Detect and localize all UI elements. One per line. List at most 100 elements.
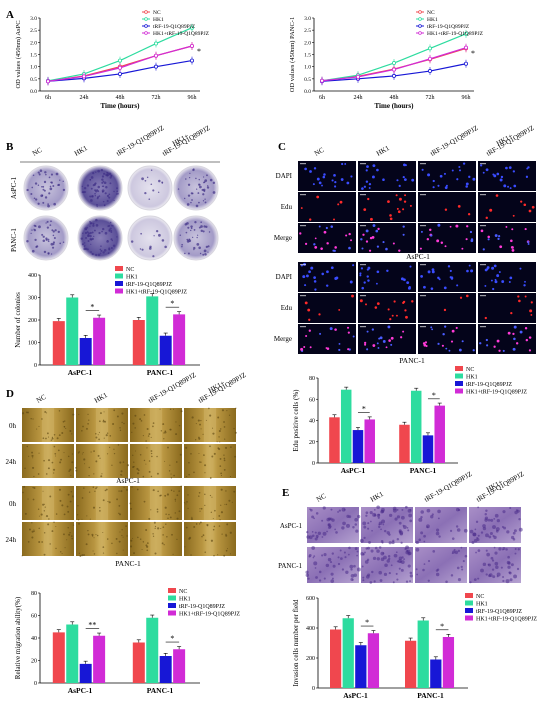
c-col-label: tRF-19-Q1Q89PJZ	[485, 124, 535, 158]
cell-texture	[198, 523, 201, 525]
cell-nucleus	[362, 233, 365, 236]
colony-dot	[203, 225, 206, 228]
cell-texture	[220, 472, 223, 475]
invaded-cell	[345, 523, 350, 528]
cell-nucleus	[325, 226, 328, 230]
cell-texture	[55, 455, 57, 457]
cell-texture	[121, 412, 124, 415]
fluorescence-image	[418, 262, 476, 292]
colony-dot	[39, 169, 43, 172]
cell-texture	[28, 528, 31, 531]
e-col-label: tRF-19-Q1Q89PJZ	[423, 470, 473, 504]
invaded-cell	[502, 548, 504, 551]
cell-texture	[104, 489, 107, 492]
colony-dot	[113, 199, 115, 202]
cell-nucleus	[365, 169, 368, 172]
cell-texture	[225, 534, 228, 537]
invaded-cell	[477, 506, 480, 509]
cell-nucleus	[461, 340, 464, 343]
c-row-label: Edu	[281, 203, 293, 211]
colony-dot	[187, 252, 190, 255]
b-y-tick-label: 100	[28, 341, 37, 347]
cell-nucleus	[523, 284, 526, 287]
b-bar	[173, 314, 186, 365]
colony-dot	[43, 250, 47, 254]
cell-texture	[32, 498, 35, 501]
cell-texture	[195, 523, 198, 525]
invaded-cell	[427, 560, 431, 563]
cell-texture	[163, 544, 165, 546]
colony-dot	[110, 238, 113, 241]
cell-texture	[32, 418, 34, 420]
cell-nucleus	[523, 203, 527, 207]
invaded-cell	[484, 512, 487, 516]
invaded-cell	[350, 574, 355, 578]
cell-texture	[210, 511, 213, 514]
cell-nucleus	[479, 164, 483, 167]
cell-nucleus	[468, 175, 471, 179]
cell-nucleus	[338, 308, 341, 311]
a2-legend-label: NC	[427, 10, 435, 16]
cell-texture	[136, 472, 140, 475]
cell-nucleus	[395, 194, 398, 197]
cell-texture	[212, 432, 215, 435]
cell-texture	[191, 516, 193, 519]
cell-texture	[209, 414, 212, 417]
cell-texture	[130, 507, 133, 510]
invaded-cell	[367, 573, 371, 577]
a2-y-axis-label: OD values (450nm) PANC-1	[289, 17, 296, 92]
colony-dot	[91, 195, 93, 198]
colony-dot	[184, 252, 186, 255]
cell-texture	[58, 434, 61, 437]
chart-a2: 0.00.51.01.52.02.53.06h 24h 48h 72h 96hTime …	[289, 10, 484, 110]
cell-nucleus	[456, 284, 459, 287]
cell-nucleus	[444, 325, 447, 328]
cell-nucleus	[364, 343, 367, 346]
cell-texture	[216, 441, 218, 443]
cell-nucleus	[458, 165, 461, 169]
cell-texture	[115, 537, 118, 540]
cell-nucleus	[365, 229, 369, 233]
cell-texture	[55, 526, 57, 528]
e-y-tick-label: 200	[306, 656, 315, 662]
cell-texture	[31, 522, 33, 524]
invaded-cell	[367, 522, 370, 525]
invaded-cell	[462, 560, 465, 563]
cell-texture	[226, 410, 228, 412]
invaded-cell	[460, 565, 463, 569]
cell-texture	[92, 486, 95, 489]
cell-nucleus	[528, 336, 532, 339]
invaded-cell	[310, 508, 313, 512]
colony-dot	[203, 176, 205, 178]
cell-nucleus	[527, 243, 530, 245]
invaded-cell	[472, 532, 477, 537]
cell-nucleus	[467, 213, 471, 216]
cell-texture	[167, 446, 169, 449]
invaded-cell	[383, 572, 388, 576]
cell-nucleus	[420, 275, 423, 278]
colony-dot	[44, 196, 48, 199]
a2-point	[391, 73, 396, 78]
cell-texture	[142, 541, 145, 543]
a2-point	[427, 46, 432, 51]
cell-nucleus	[305, 334, 308, 338]
colony-dot	[62, 241, 65, 244]
a2-y-tick-label: 0.5	[304, 77, 311, 83]
cell-texture	[106, 432, 109, 434]
cell-texture	[43, 532, 46, 534]
wound-gap	[96, 486, 108, 520]
scale-bar	[300, 163, 306, 165]
b-bar	[93, 317, 106, 365]
cell-nucleus	[465, 294, 469, 298]
invaded-cell	[378, 546, 382, 549]
cell-texture	[228, 414, 231, 416]
cell-nucleus	[398, 197, 402, 201]
cell-texture	[191, 416, 194, 419]
scale-bar	[420, 326, 426, 328]
cell-texture	[27, 498, 29, 500]
invaded-cell	[480, 568, 484, 573]
cell-texture	[21, 555, 23, 557]
cell-nucleus	[432, 186, 435, 189]
cell-texture	[59, 499, 62, 502]
cell-nucleus	[372, 164, 376, 168]
